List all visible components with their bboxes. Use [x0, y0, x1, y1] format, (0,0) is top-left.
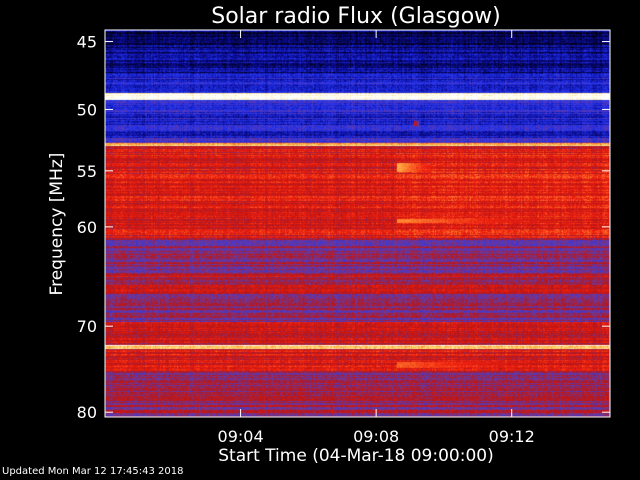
y-axis-label: Frequency [MHz]: [47, 153, 67, 296]
y-tick-label: 80: [77, 403, 97, 422]
y-tick-label: 60: [77, 218, 97, 237]
x-tick-label: 09:08: [353, 427, 399, 446]
x-tick-label: 09:12: [489, 427, 535, 446]
y-axis-ticks: 45 50 55 60 70 80: [77, 33, 610, 422]
heatmap-image: [105, 30, 610, 417]
y-tick-label: 45: [77, 33, 97, 52]
x-axis-label: Start Time (04-Mar-18 09:00:00): [218, 446, 493, 466]
chart-title: Solar radio Flux (Glasgow): [211, 4, 501, 29]
heatmap-plot-area: [104, 29, 611, 418]
x-axis-ticks: 09:04 09:08 09:12: [218, 30, 535, 446]
updated-timestamp: Updated Mon Mar 12 17:45:43 2018: [2, 466, 184, 477]
x-tick-label: 09:04: [218, 427, 264, 446]
y-tick-label: 55: [77, 162, 97, 181]
plot-frame: [104, 29, 611, 418]
y-tick-label: 50: [77, 100, 97, 119]
y-tick-label: 70: [77, 317, 97, 336]
